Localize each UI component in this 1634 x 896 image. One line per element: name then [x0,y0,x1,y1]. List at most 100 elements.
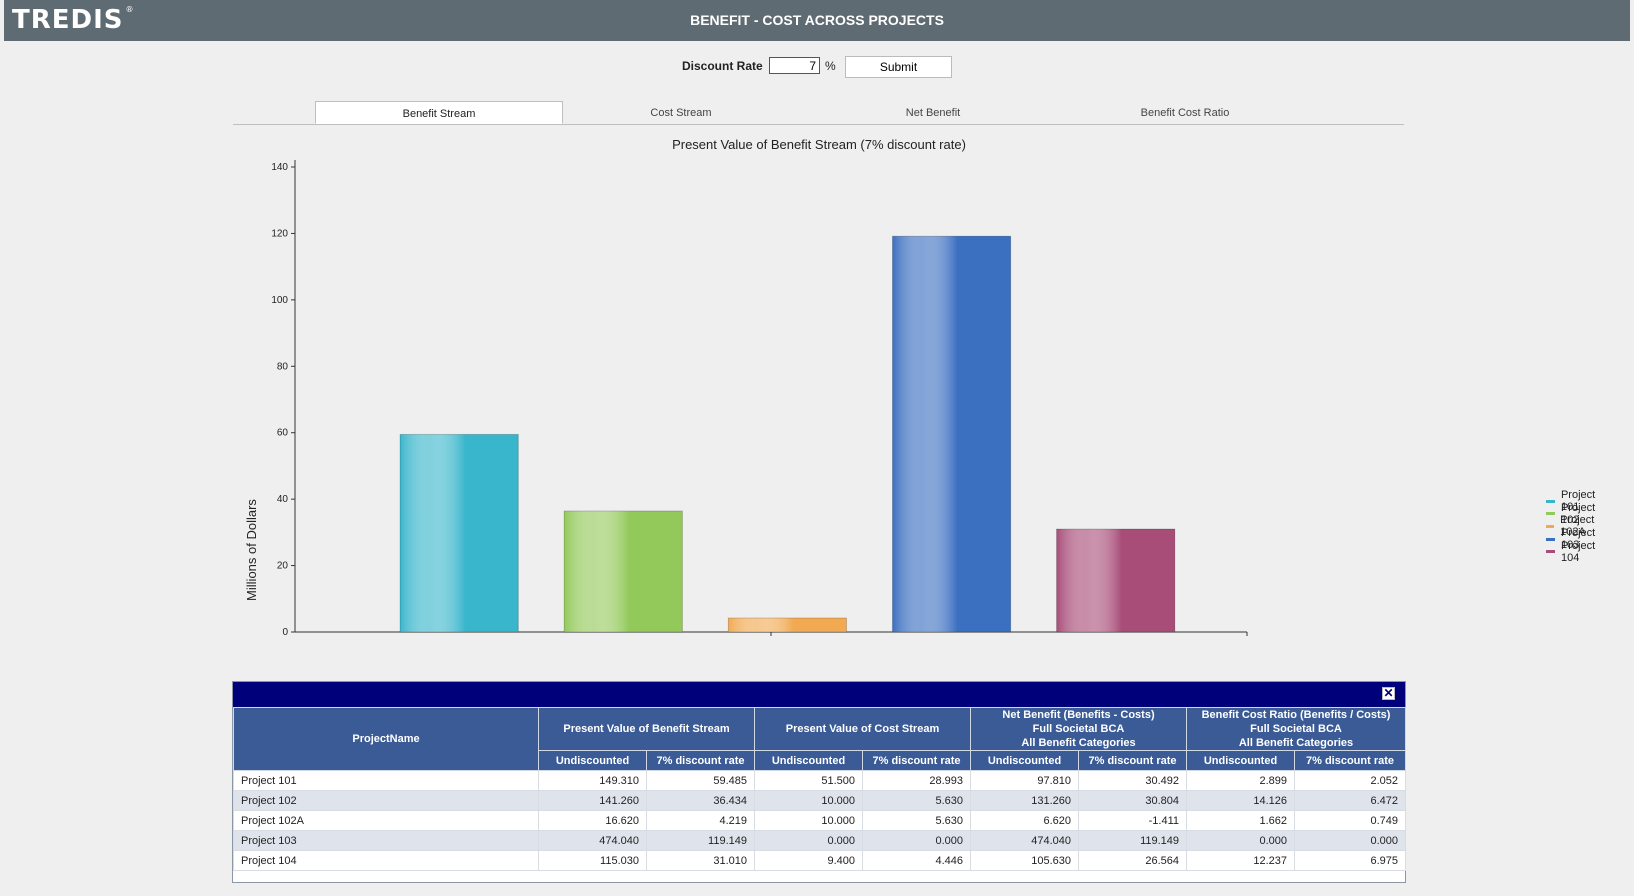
table-cell: 31.010 [646,850,755,871]
grid-titlebar: ✕ [233,682,1405,707]
table-cell: 14.126 [1186,790,1296,811]
table-cell: 36.434 [646,790,755,811]
legend-swatch [1546,512,1555,516]
bar-highlight [400,434,519,632]
table-cell: 10.000 [754,790,863,811]
table-cell: 1.662 [1186,810,1296,831]
table-cell: 59.485 [646,770,755,791]
legend-label: Project 102 [1560,501,1596,526]
submit-button[interactable]: Submit [845,56,952,78]
y-tick-label: 120 [271,228,288,239]
col-group-benefit-stream: Present Value of Benefit Stream [538,707,755,751]
project-table: ProjectName Present Value of Benefit Str… [233,707,1407,871]
table-cell: 28.993 [861,770,972,791]
table-cell: 26.564 [1078,850,1188,871]
y-tick-label: 60 [277,428,289,439]
table-row[interactable]: Project 102A 16.620 4.219 10.000 5.630 6… [233,810,1407,831]
legend-item[interactable]: Project 103 [1546,527,1599,551]
cell-project-name: Project 103 [233,830,539,851]
y-tick-label: 80 [277,361,289,372]
cell-project-name: Project 102 [233,790,539,811]
table-cell: 5.630 [861,810,972,831]
table-cell: 4.219 [646,810,755,831]
col-header-undiscounted[interactable]: Undiscounted [1186,750,1296,771]
bar-outline [891,235,1012,633]
tab-net-benefit[interactable]: Net Benefit [905,107,961,119]
cell-project-name: Project 102A [233,810,539,831]
chart-legend: Project 101 Project 102 Project 102A Projec… [1546,489,1599,564]
table-cell: 0.000 [1186,830,1296,851]
col-group-bcr: Benefit Cost Ratio (Benefits / Costs) Fu… [1186,707,1407,751]
table-cell: 16.620 [538,810,647,831]
y-tick-label: 40 [277,494,289,505]
col-group-cost-stream: Present Value of Cost Stream [753,707,972,751]
table-cell: 6.620 [970,810,1080,831]
table-cell: 0.749 [1294,810,1407,831]
table-row[interactable]: Project 102 141.260 36.434 10.000 5.630 … [233,790,1407,811]
bar-highlight [728,617,847,632]
legend-item[interactable]: Project 104 [1546,540,1599,564]
tredis-logo[interactable]: TREDIS ® [12,5,135,35]
cell-project-name: Project 101 [233,770,539,791]
table-cell: 97.810 [970,770,1080,791]
y-tick-label: 20 [277,561,289,572]
col-header-undiscounted[interactable]: Undiscounted [970,750,1080,771]
bar-outline [1056,528,1176,633]
percent-symbol: % [825,59,836,73]
bar-highlight [892,236,1011,632]
table-cell: 6.975 [1294,850,1407,871]
table-cell: 0.000 [861,830,972,851]
tab-benefit-stream[interactable]: Benefit Stream [315,101,563,124]
chart-title: Present Value of Benefit Stream (7% disc… [672,137,966,152]
table-cell: 51.500 [754,770,863,791]
table-cell: 0.000 [1294,830,1407,851]
col-header-discounted[interactable]: 7% discount rate [1078,750,1188,771]
table-cell: 115.030 [538,850,647,871]
page-title: BENEFIT - COST ACROSS PROJECTS [690,12,944,28]
discount-rate-input[interactable] [769,57,820,74]
discount-rate-form: Discount Rate % Submit [0,55,1634,81]
table-cell: 6.472 [1294,790,1407,811]
bar-outline [727,617,848,633]
y-tick-label: 0 [282,627,288,638]
chart-bars [399,235,1176,633]
col-header-discounted[interactable]: 7% discount rate [1294,750,1407,771]
benefit-chart: Present Value of Benefit Stream (7% disc… [233,130,1595,660]
col-header-discounted[interactable]: 7% discount rate [861,750,972,771]
discount-rate-label: Discount Rate [682,59,763,73]
col-header-undiscounted[interactable]: Undiscounted [538,750,647,771]
tab-benefit-cost-ratio[interactable]: Benefit Cost Ratio [1140,107,1230,119]
table-row[interactable]: Project 103 474.040 119.149 0.000 0.000 … [233,830,1407,851]
table-cell: 30.492 [1078,770,1188,791]
col-header-undiscounted[interactable]: Undiscounted [754,750,863,771]
col-header-project-name[interactable]: ProjectName [233,707,539,771]
col-header-discounted[interactable]: 7% discount rate [646,750,755,771]
y-tick-label: 140 [271,162,288,173]
legend-item[interactable]: Project 101 [1546,489,1599,513]
legend-item[interactable]: Project 102 [1546,502,1599,526]
table-cell: 0.000 [754,830,863,851]
cell-project-name: Project 104 [233,850,539,871]
bar-highlight [1056,529,1175,632]
table-cell: 131.260 [970,790,1080,811]
legend-swatch [1546,537,1555,541]
tab-cost-stream[interactable]: Cost Stream [650,107,712,119]
legend-label: Project 103 [1560,527,1596,552]
tab-strip: Benefit Stream Cost Stream Net Benefit B… [233,101,1404,125]
table-cell: 30.804 [1078,790,1188,811]
legend-label: Project 102A [1560,514,1595,539]
table-cell: 105.630 [970,850,1080,871]
table-cell: 474.040 [538,830,647,851]
close-icon[interactable]: ✕ [1382,686,1395,700]
header-bar: TREDIS ® BENEFIT - COST ACROSS PROJECTS [4,0,1630,41]
data-grid: ✕ ProjectName Present Value of Benefit S… [232,681,1407,883]
table-cell: 2.899 [1186,770,1296,791]
legend-label: Project 101 [1560,489,1596,514]
legend-item[interactable]: Project 102A [1546,514,1599,538]
table-cell: 12.237 [1186,850,1296,871]
table-row[interactable]: Project 104 115.030 31.010 9.400 4.446 1… [233,850,1407,871]
legend-swatch [1546,499,1555,503]
table-row[interactable]: Project 101 149.310 59.485 51.500 28.993… [233,770,1407,791]
y-tick-label: 100 [271,295,288,306]
table-cell: 9.400 [754,850,863,871]
